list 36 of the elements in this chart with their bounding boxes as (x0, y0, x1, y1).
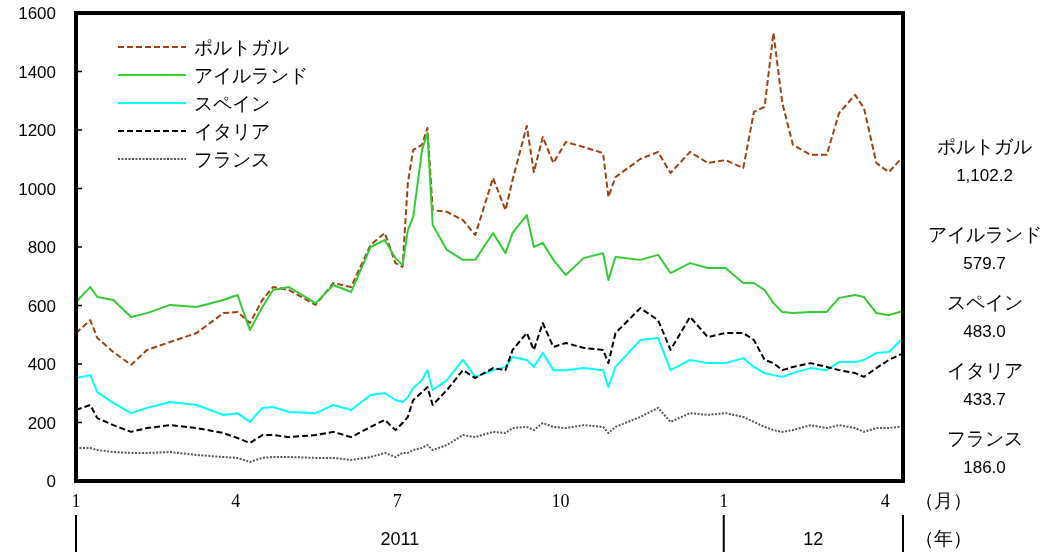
y-tick-label: 800 (27, 238, 56, 257)
x-tick-label: 7 (392, 491, 402, 511)
text: 579.7 (963, 254, 1006, 273)
text: イタリア (946, 360, 1023, 381)
text: ポルトガル (937, 135, 1032, 157)
legend-label: スペイン (194, 93, 270, 114)
x-tick-label: 4 (880, 491, 890, 511)
legend-label: イタリア (194, 121, 270, 142)
x-tick-label: 10 (551, 491, 570, 511)
text: 12 (803, 529, 824, 549)
text: （年） (915, 528, 972, 549)
line-series (75, 336, 903, 423)
text: 2011 (380, 529, 420, 549)
x-tick-label: 1 (719, 491, 729, 511)
x-tick-label: 4 (231, 491, 241, 511)
y-tick-label: 400 (27, 355, 56, 374)
y-tick-label: 200 (27, 413, 56, 433)
text: 433.7 (963, 390, 1006, 409)
x-tick-label: 1 (71, 491, 81, 511)
legend-label: アイルランド (194, 65, 308, 86)
legend-label: ポルトガル (194, 37, 289, 58)
line-series (75, 31, 903, 366)
y-tick-label: 1000 (18, 179, 56, 199)
y-tick-label: 1400 (18, 62, 56, 82)
text: 186.0 (963, 458, 1006, 477)
y-tick-label: 600 (27, 296, 56, 316)
text: フランス (946, 428, 1023, 449)
y-tick-label: 1200 (18, 121, 56, 140)
text: 483.0 (963, 322, 1006, 341)
x-axis-title: （月） (915, 490, 972, 511)
y-tick-label: 1600 (18, 4, 56, 23)
legend-label: フランス (194, 149, 270, 170)
text: 1,102.2 (956, 165, 1013, 185)
text: スペイン (946, 292, 1023, 313)
text: アイルランド (927, 224, 1042, 245)
y-tick-label: 0 (46, 472, 56, 491)
